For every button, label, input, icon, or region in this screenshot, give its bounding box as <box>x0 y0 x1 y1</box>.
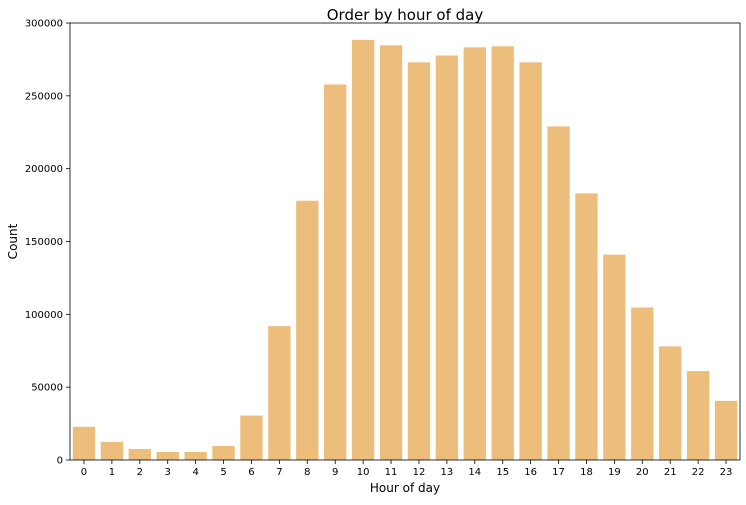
bar-hour-19 <box>603 254 626 460</box>
bar-hour-18 <box>575 193 598 460</box>
x-tick-label: 5 <box>220 467 226 478</box>
bar-hour-17 <box>547 126 570 461</box>
bar-hour-1 <box>100 441 124 460</box>
x-tick-label: 18 <box>580 467 593 478</box>
bar-hour-10 <box>351 39 375 461</box>
x-tick-label: 10 <box>357 467 370 478</box>
bar-hour-11 <box>379 45 403 460</box>
x-tick-label: 8 <box>304 467 310 478</box>
bar-hour-12 <box>407 62 431 460</box>
x-axis-ticks: 0 1 2 3 4 5 6 7 8 9 10 11 12 13 14 15 16 17 18 19 20 21 22 23 <box>81 460 733 478</box>
plot-frame <box>69 22 741 461</box>
bar-hour-7 <box>268 326 291 460</box>
bar-hour-20 <box>631 307 654 460</box>
bar-hour-0 <box>72 426 96 460</box>
y-tick-label: 200000 <box>25 164 63 175</box>
x-axis-label: Hour of day <box>370 481 440 495</box>
x-tick-label: 22 <box>692 467 705 478</box>
bar-hour-4 <box>184 451 207 460</box>
y-tick-label: 100000 <box>25 310 63 321</box>
y-tick-label: 50000 <box>31 383 63 394</box>
x-tick-label: 7 <box>276 467 282 478</box>
y-tick-label: 0 <box>57 456 63 467</box>
x-tick-label: 15 <box>496 467 509 478</box>
bar-hour-8 <box>296 200 319 460</box>
x-tick-label: 9 <box>332 467 338 478</box>
x-tick-label: 23 <box>720 467 733 478</box>
bar-hour-15 <box>491 46 514 461</box>
y-axis-ticks: 0 50000 100000 150000 200000 250000 300000 <box>25 19 70 467</box>
bar-hour-23 <box>714 400 738 460</box>
bars-group <box>72 39 738 461</box>
x-tick-label: 14 <box>468 467 481 478</box>
x-tick-label: 13 <box>441 467 454 478</box>
x-tick-label: 19 <box>608 467 621 478</box>
x-tick-label: 1 <box>109 467 115 478</box>
chart-title: Order by hour of day <box>327 6 484 24</box>
y-tick-label: 300000 <box>25 19 63 30</box>
x-tick-label: 16 <box>524 467 537 478</box>
bar-hour-2 <box>128 449 151 460</box>
x-tick-label: 2 <box>137 467 143 478</box>
bar-hour-9 <box>324 84 347 460</box>
x-tick-label: 11 <box>385 467 398 478</box>
y-axis-label: Count <box>6 223 20 259</box>
x-tick-label: 12 <box>413 467 426 478</box>
bar-hour-5 <box>212 446 235 460</box>
bar-hour-14 <box>463 47 486 460</box>
bar-hour-3 <box>156 451 179 460</box>
x-tick-label: 20 <box>636 467 649 478</box>
x-tick-label: 6 <box>248 467 254 478</box>
bar-hour-21 <box>659 346 682 460</box>
x-tick-label: 0 <box>81 467 87 478</box>
y-tick-label: 250000 <box>25 91 63 102</box>
bar-hour-13 <box>435 55 459 460</box>
bar-hour-16 <box>519 62 542 460</box>
x-tick-label: 21 <box>664 467 677 478</box>
x-tick-label: 17 <box>552 467 565 478</box>
y-tick-label: 150000 <box>25 237 63 248</box>
bar-hour-6 <box>240 415 263 460</box>
bar-hour-22 <box>686 371 710 460</box>
x-tick-label: 3 <box>165 467 171 478</box>
x-tick-label: 4 <box>192 467 198 478</box>
